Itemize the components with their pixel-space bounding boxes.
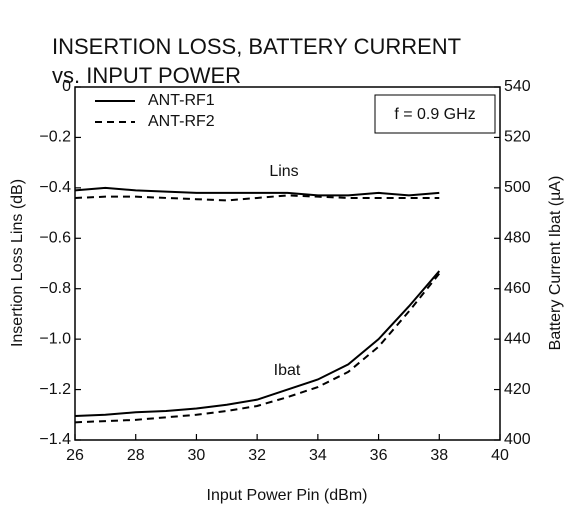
y-tick-label: −1.4	[39, 431, 71, 448]
annotation: f = 0.9 GHz	[394, 106, 475, 123]
y2-tick-label: 420	[504, 381, 531, 398]
y-tick-label: 0	[62, 78, 71, 95]
y2-tick-label: 400	[504, 431, 531, 448]
y2-tick-label: 460	[504, 280, 531, 297]
y2-tick-label: 480	[504, 230, 531, 247]
annotation: Ibat	[274, 362, 301, 379]
legend-label: ANT-RF1	[148, 92, 215, 109]
x-tick-label: 30	[188, 447, 206, 464]
series-line	[74, 270, 441, 418]
chart-title: INSERTION LOSS, BATTERY CURRENT	[52, 34, 461, 59]
y2-tick-label: 440	[504, 330, 531, 347]
legend-label: ANT-RF2	[148, 113, 215, 130]
series-line	[74, 272, 441, 424]
series-line	[74, 186, 440, 197]
y2-axis-label: Battery Current Ibat (µA)	[547, 176, 564, 351]
annotation-box	[374, 94, 496, 134]
annotation: Lins	[269, 163, 298, 180]
x-tick-label: 36	[370, 447, 388, 464]
x-tick-label: 38	[430, 447, 448, 464]
chart-title: vs. INPUT POWER	[52, 63, 241, 88]
x-tick-label: 28	[127, 447, 145, 464]
x-tick-label: 40	[491, 447, 509, 464]
y-axis-label: Insertion Loss Lins (dB)	[9, 179, 26, 347]
series-line	[74, 194, 440, 202]
x-tick-label: 26	[66, 447, 84, 464]
x-tick-label: 32	[248, 447, 266, 464]
y-tick-label: −0.6	[39, 230, 71, 247]
y-tick-label: −1.2	[39, 381, 71, 398]
y-tick-label: −0.8	[39, 280, 71, 297]
x-tick-label: 34	[309, 447, 327, 464]
y-tick-label: −1.0	[39, 330, 71, 347]
y-tick-label: −0.4	[39, 179, 71, 196]
y2-tick-label: 520	[504, 129, 531, 146]
y-tick-label: −0.2	[39, 129, 71, 146]
y2-tick-label: 500	[504, 179, 531, 196]
plot-frame	[74, 86, 501, 441]
x-axis-label: Input Power Pin (dBm)	[207, 487, 368, 504]
y2-tick-label: 540	[504, 78, 531, 95]
